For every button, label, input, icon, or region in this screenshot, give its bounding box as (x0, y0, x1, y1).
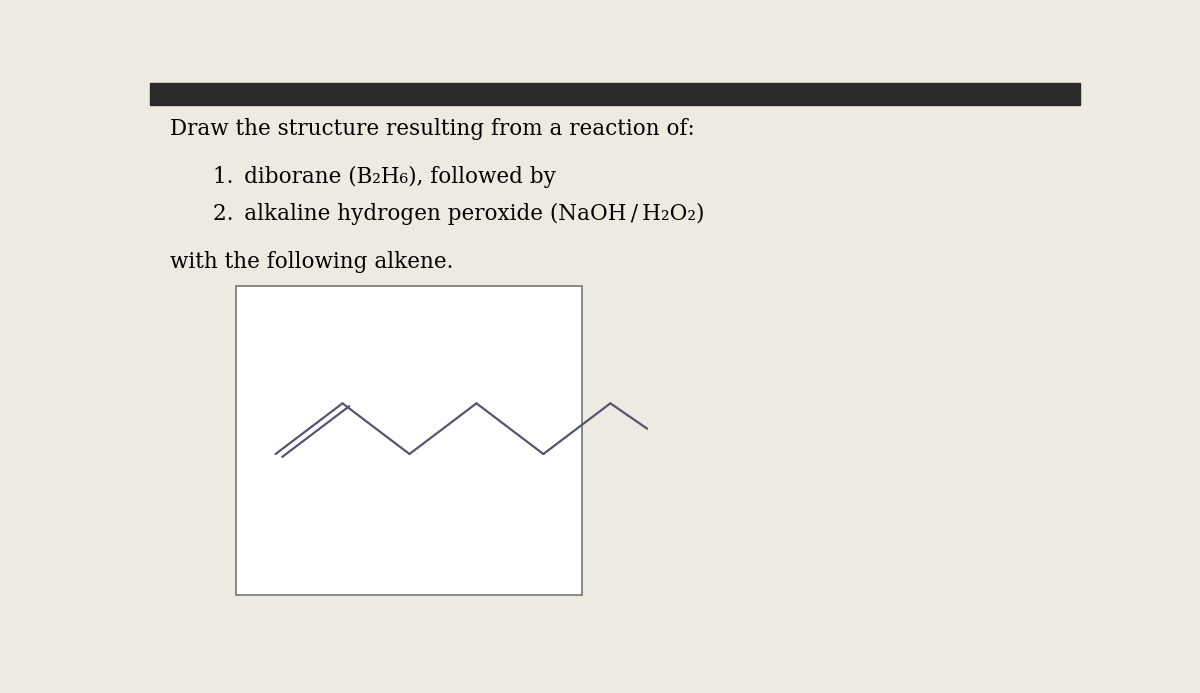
Text: with the following alkene.: with the following alkene. (170, 252, 454, 273)
Text: 2. alkaline hydrogen peroxide (NaOH / H₂O₂): 2. alkaline hydrogen peroxide (NaOH / H₂… (214, 203, 704, 225)
Bar (235, 286, 582, 595)
Bar (150, 83, 1080, 105)
Text: 1. diborane (B₂H₆), followed by: 1. diborane (B₂H₆), followed by (214, 166, 556, 188)
Text: Draw the structure resulting from a reaction of:: Draw the structure resulting from a reac… (170, 118, 695, 140)
